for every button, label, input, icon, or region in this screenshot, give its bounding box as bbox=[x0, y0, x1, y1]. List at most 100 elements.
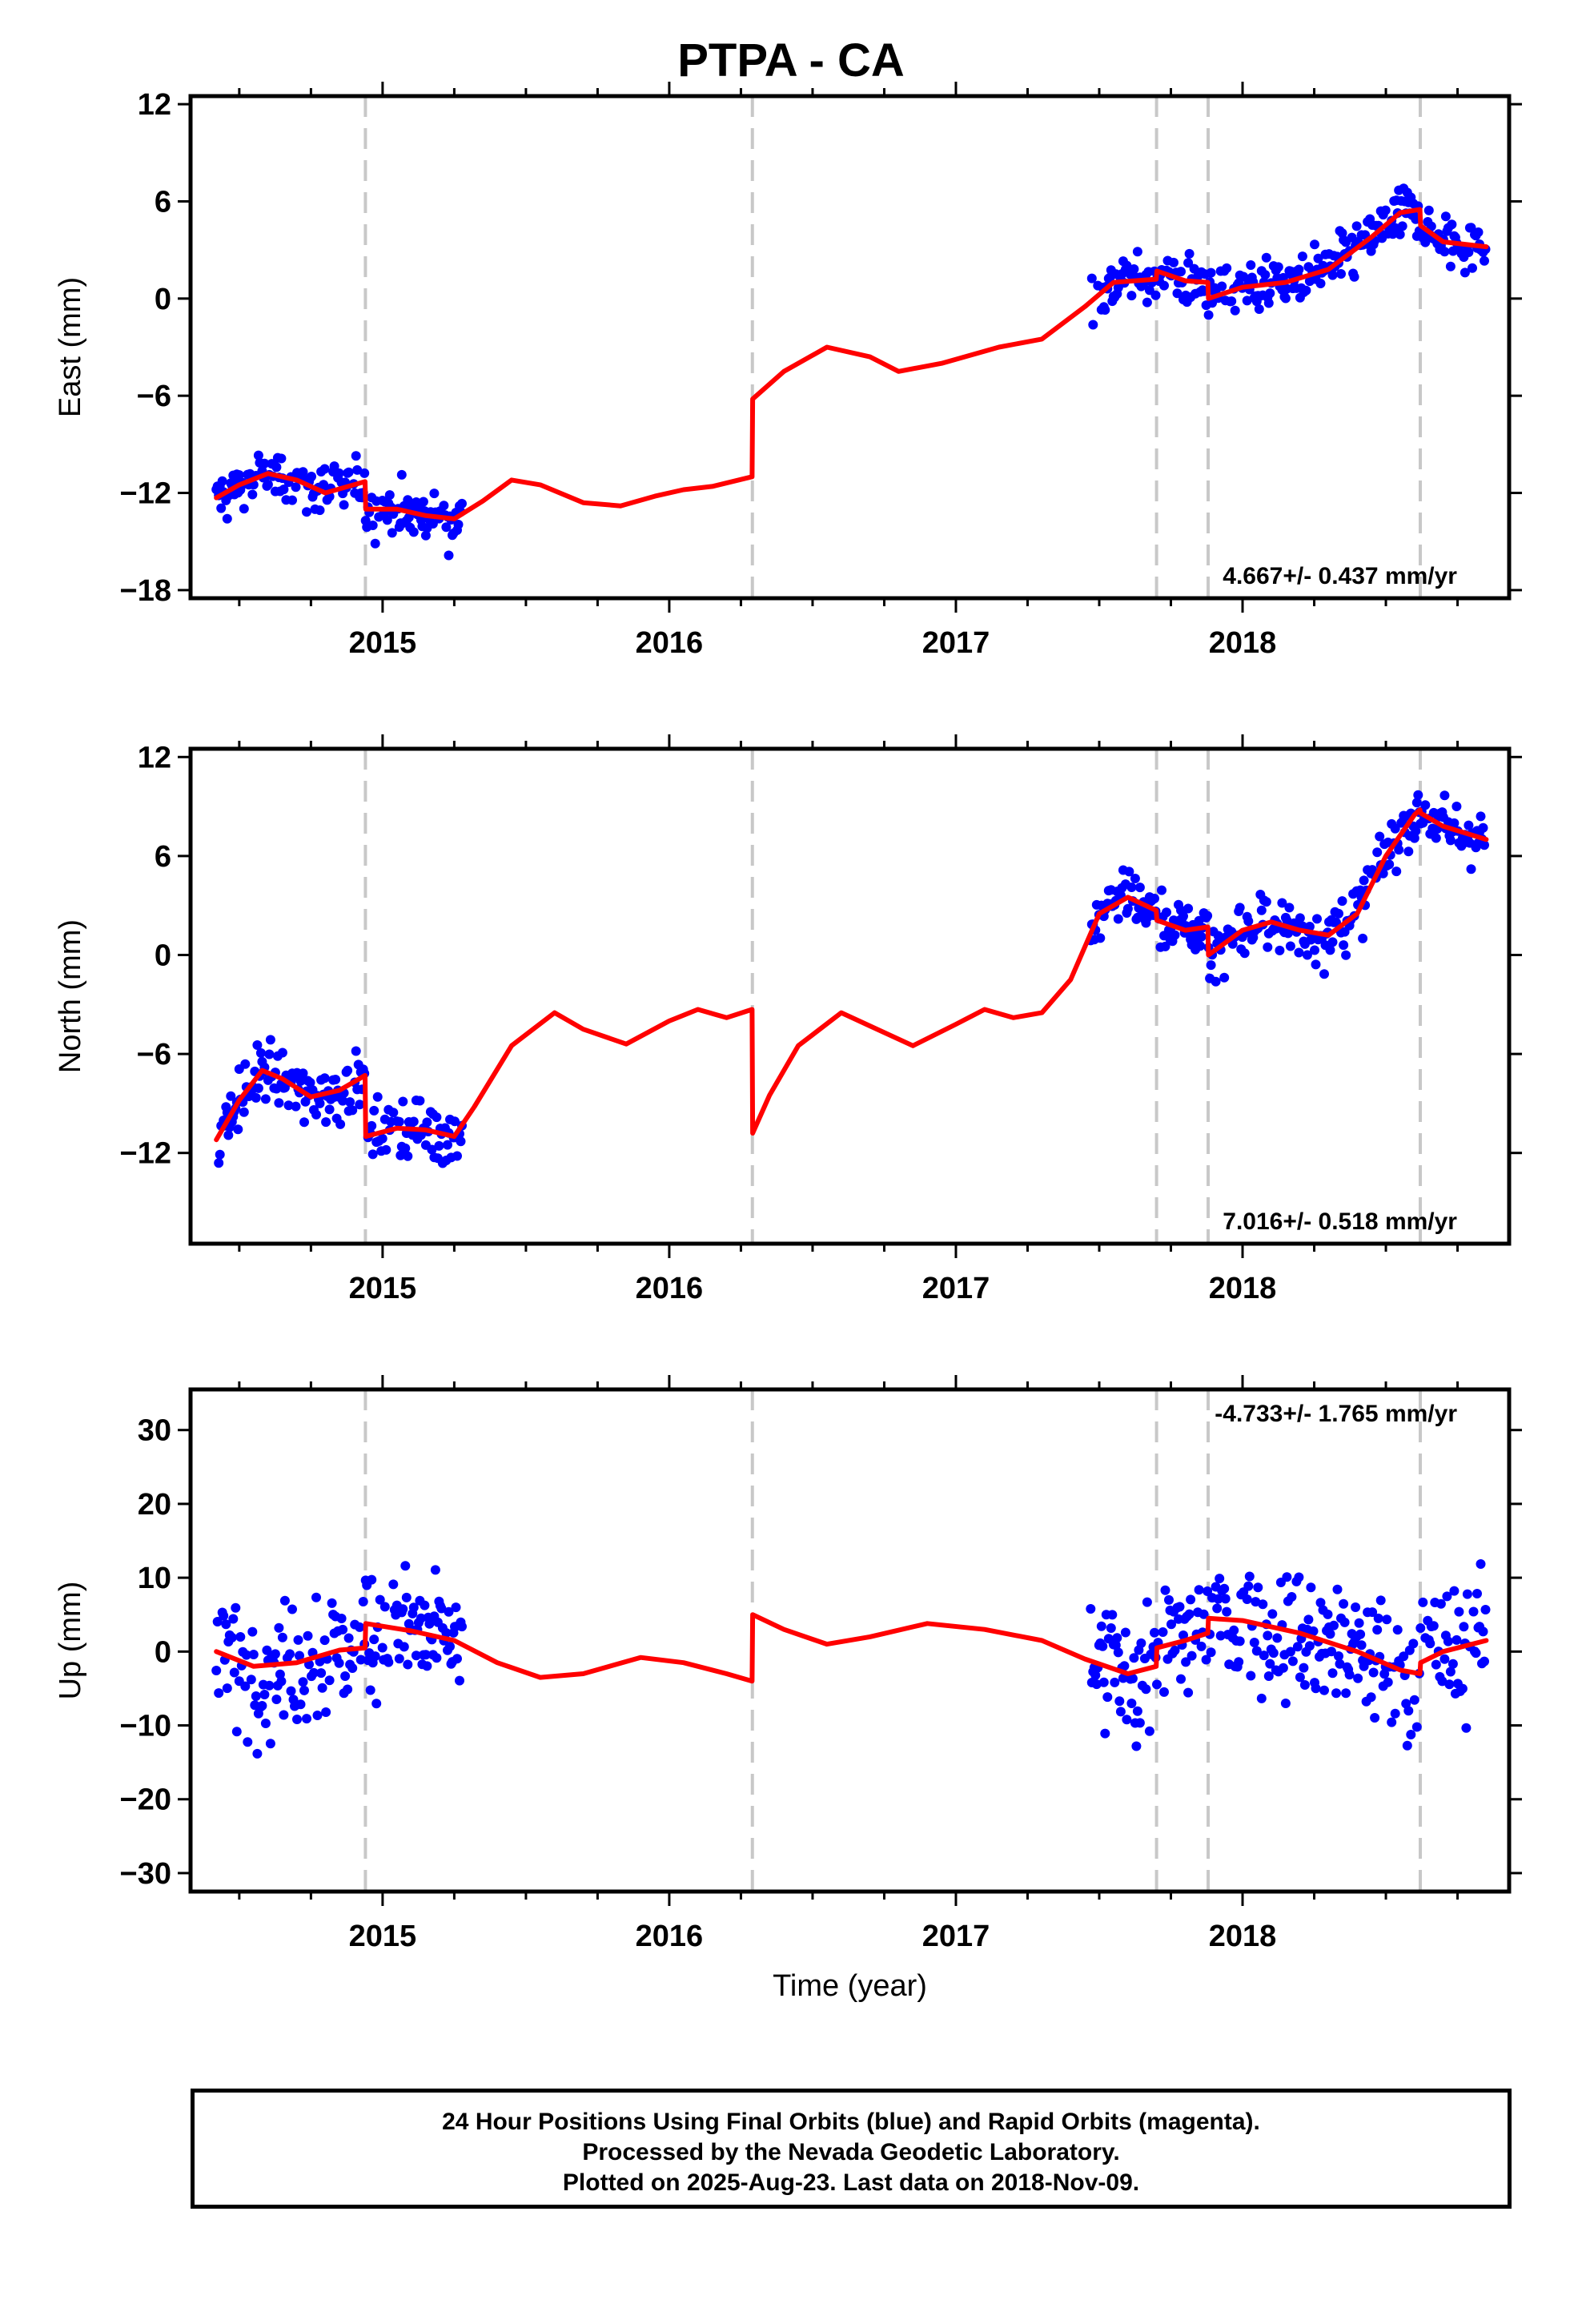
data-point-107 bbox=[369, 1634, 379, 1645]
x-tick-label-0: 2015 bbox=[349, 1272, 417, 1305]
x-tick-label-1: 2016 bbox=[636, 1920, 704, 1953]
data-point-49 bbox=[279, 1083, 290, 1093]
data-point-309 bbox=[1287, 1656, 1298, 1667]
data-point-430 bbox=[1468, 263, 1477, 273]
data-point-316 bbox=[1299, 1663, 1309, 1673]
data-point-103 bbox=[355, 1100, 365, 1110]
data-point-144 bbox=[420, 530, 431, 541]
data-point-153 bbox=[434, 1140, 444, 1151]
data-point-404 bbox=[1425, 1638, 1435, 1649]
data-point-22 bbox=[246, 1675, 256, 1685]
data-point-336 bbox=[1325, 945, 1335, 955]
data-point-100 bbox=[351, 1046, 361, 1056]
data-point-18 bbox=[234, 470, 244, 480]
rate-label: -4.733+/- 1.765 mm/yr bbox=[1215, 1401, 1457, 1427]
data-point-196 bbox=[1122, 903, 1133, 914]
data-point-429 bbox=[1464, 820, 1474, 830]
data-point-378 bbox=[1395, 229, 1405, 239]
data-point-145 bbox=[422, 1117, 432, 1128]
plot-area-2 bbox=[214, 749, 1489, 1244]
charts-svg: −18 −12 −6 0 6 12 2015 2016 2017 2018 East (mm) 4.6… bbox=[54, 82, 1522, 2003]
data-point-87 bbox=[331, 1075, 341, 1084]
data-point-59 bbox=[295, 1651, 304, 1661]
data-point-90 bbox=[343, 1633, 354, 1643]
data-point-63 bbox=[298, 1068, 308, 1079]
data-point-369 bbox=[1368, 1667, 1379, 1678]
data-point-164 bbox=[450, 1116, 460, 1127]
data-point-266 bbox=[1219, 972, 1230, 983]
data-point-223 bbox=[1169, 257, 1178, 267]
data-point-412 bbox=[1437, 1676, 1447, 1687]
data-point-367 bbox=[1372, 847, 1383, 858]
data-point-111 bbox=[367, 1120, 377, 1131]
data-point-51 bbox=[285, 1649, 295, 1659]
data-point-186 bbox=[1102, 1692, 1113, 1703]
data-point-224 bbox=[1159, 1687, 1169, 1697]
data-point-278 bbox=[1239, 948, 1250, 959]
data-point-377 bbox=[1379, 1669, 1390, 1679]
data-point-46 bbox=[276, 1676, 287, 1687]
data-point-204 bbox=[1127, 1674, 1138, 1683]
data-point-29 bbox=[252, 1040, 263, 1050]
y-tick-label-6: 30 bbox=[138, 1414, 171, 1448]
data-point-394 bbox=[1411, 798, 1422, 808]
data-point-256 bbox=[1206, 1647, 1216, 1658]
data-point-203 bbox=[1126, 1699, 1137, 1708]
data-point-73 bbox=[315, 505, 325, 516]
data-point-311 bbox=[1297, 251, 1307, 262]
data-point-64 bbox=[299, 1117, 309, 1128]
data-point-157 bbox=[441, 522, 452, 533]
data-point-304 bbox=[1280, 1699, 1291, 1708]
data-point-80 bbox=[321, 1117, 331, 1128]
data-point-326 bbox=[1311, 959, 1321, 970]
data-point-50 bbox=[279, 485, 289, 495]
data-point-132 bbox=[408, 1602, 419, 1613]
data-point-346 bbox=[1339, 1617, 1350, 1627]
data-point-374 bbox=[1390, 223, 1400, 233]
data-point-107 bbox=[367, 521, 378, 530]
data-point-159 bbox=[443, 1140, 452, 1150]
footer-line-2: Processed by the Nevada Geodetic Laborat… bbox=[582, 2139, 1120, 2165]
data-point-210 bbox=[1134, 1718, 1145, 1728]
y-tick-label-5: 12 bbox=[138, 88, 171, 122]
data-point-347 bbox=[1351, 221, 1362, 231]
data-point-158 bbox=[441, 1628, 452, 1638]
data-point-283 bbox=[1260, 270, 1271, 280]
data-point-83 bbox=[324, 1104, 335, 1115]
data-point-311 bbox=[1292, 1642, 1303, 1652]
data-point-225 bbox=[1172, 288, 1182, 299]
data-point-68 bbox=[309, 1667, 319, 1678]
data-point-338 bbox=[1327, 1668, 1338, 1679]
data-point-316 bbox=[1295, 913, 1305, 923]
data-point-250 bbox=[1195, 941, 1206, 951]
x-tick-label-2: 2017 bbox=[922, 1272, 990, 1305]
data-point-407 bbox=[1431, 833, 1441, 843]
data-point-109 bbox=[371, 1699, 382, 1709]
data-point-236 bbox=[1189, 263, 1199, 274]
data-point-20 bbox=[239, 1107, 249, 1117]
data-point-232 bbox=[1170, 1645, 1180, 1655]
data-point-151 bbox=[432, 1112, 442, 1123]
data-point-342 bbox=[1334, 1651, 1343, 1661]
x-tick-label-3: 2018 bbox=[1209, 1920, 1277, 1953]
data-point-7 bbox=[222, 1683, 232, 1694]
data-point-284 bbox=[1261, 252, 1271, 263]
data-point-434 bbox=[1471, 1648, 1481, 1659]
data-point-317 bbox=[1299, 1680, 1310, 1690]
footer-line-1: 24 Hour Positions Using Final Orbits (bl… bbox=[442, 2109, 1260, 2135]
data-point-251 bbox=[1196, 931, 1207, 942]
data-point-141 bbox=[420, 1600, 430, 1610]
data-point-204 bbox=[1134, 883, 1145, 893]
data-point-74 bbox=[319, 1635, 330, 1646]
data-point-64 bbox=[303, 1630, 313, 1641]
data-point-322 bbox=[1306, 1582, 1316, 1593]
data-point-126 bbox=[400, 1561, 411, 1571]
data-point-200 bbox=[1120, 1627, 1130, 1638]
data-point-398 bbox=[1420, 237, 1431, 247]
data-point-411 bbox=[1439, 247, 1450, 257]
data-point-98 bbox=[347, 1105, 358, 1116]
data-point-124 bbox=[396, 469, 407, 480]
y-axis-label: North (mm) bbox=[54, 919, 87, 1073]
data-point-95 bbox=[343, 1065, 353, 1076]
data-point-412 bbox=[1440, 211, 1451, 222]
